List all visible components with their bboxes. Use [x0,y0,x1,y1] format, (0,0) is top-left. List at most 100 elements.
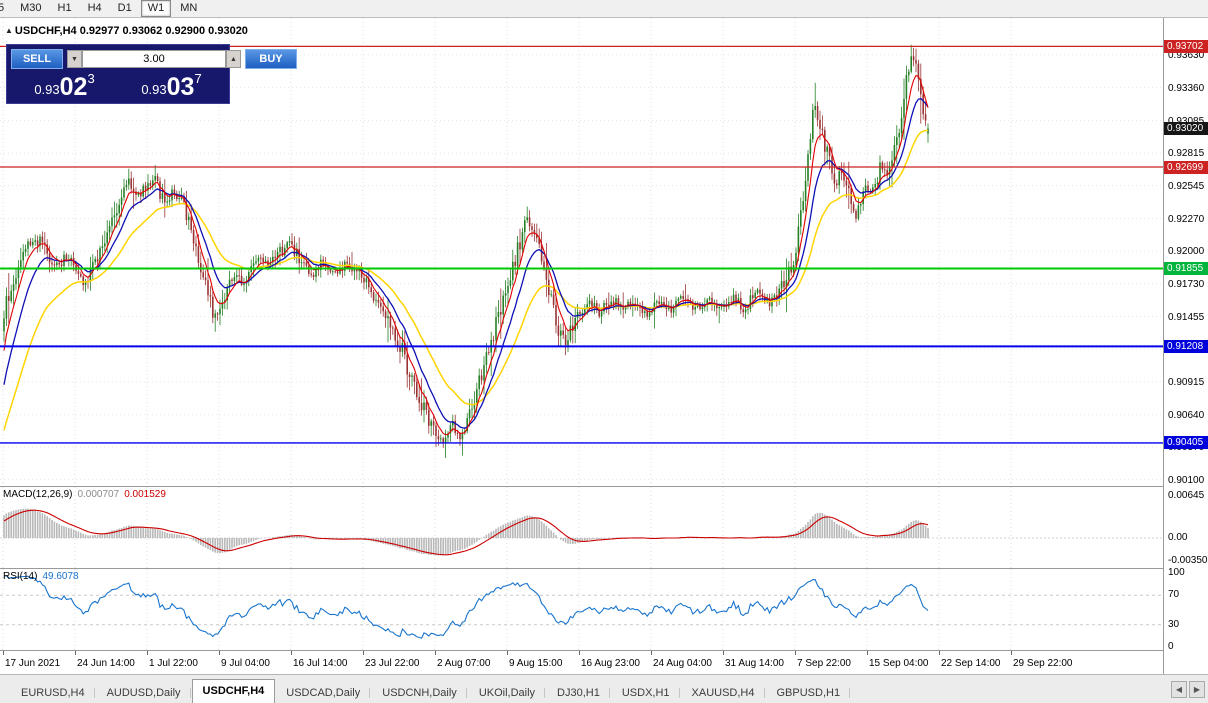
price-scale-label: 0.90640 [1168,409,1205,421]
rsi-scale-label: 70 [1168,589,1180,601]
macd-indicator-panel: MACD(12,26,9) 0.000707 0.001529 [0,486,1163,568]
time-axis-label: 1 Jul 22:00 [149,658,198,669]
time-axis-tick [507,651,508,655]
time-axis-label: 22 Sep 14:00 [941,658,1001,669]
macd-signal-line [3,509,929,556]
time-axis-tick [75,651,76,655]
price-scale-label: 0.91730 [1168,278,1205,290]
period-button-h4[interactable]: H4 [81,0,109,17]
time-axis-label: 2 Aug 07:00 [437,658,491,669]
chart-tab-usdcnh[interactable]: USDCNH,Daily [371,682,468,703]
time-axis-tick [363,651,364,655]
rsi-label: RSI(14) 49.6078 [3,571,79,582]
time-axis-label: 7 Sep 22:00 [797,658,851,669]
time-axis-label: 15 Sep 04:00 [869,658,929,669]
sell-button[interactable]: SELL [11,49,63,69]
macd-name: MACD(12,26,9) [3,489,73,500]
macd-main-value: 0.000707 [77,489,120,500]
buy-price-prefix: 0.93 [141,82,167,97]
hline-price-tag: 0.91208 [1164,339,1208,353]
chart-tab-audusd[interactable]: AUDUSD,Daily [96,682,192,703]
time-axis-tick [723,651,724,655]
price-scale[interactable]: 0.93630 0.93360 0.93085 0.92815 0.92545 0.922… [1163,18,1208,674]
rsi-levels [0,594,1163,626]
tab-scroll-left-button[interactable]: ◀ [1171,681,1187,698]
rsi-scale-label: 100 [1168,567,1185,578]
volume-down-button[interactable]: ▼ [67,50,82,68]
period-button-m30[interactable]: M30 [13,0,48,17]
time-axis-tick [219,651,220,655]
time-axis-label: 9 Jul 04:00 [221,658,270,669]
time-axis-label: 23 Jul 22:00 [365,658,420,669]
chart-tab-usdchf[interactable]: USDCHF,H4 [191,679,276,703]
timeframe-toolbar: 5M30H1H4D1W1MN [0,0,1208,18]
time-axis-label: 31 Aug 14:00 [725,658,784,669]
rsi-scale-label: 30 [1168,618,1180,630]
volume-up-button[interactable]: ▲ [226,50,241,68]
hline-price-tag: 0.91855 [1164,262,1208,276]
time-axis-label: 17 Jun 2021 [5,658,61,669]
candlestick-chart[interactable] [0,18,1163,486]
horizontal-lines-layer [0,45,1163,444]
chart-tab-eurusd[interactable]: EURUSD,H4 [10,682,96,703]
symbol-arrow-icon: ▲ [5,26,13,35]
period-button-h1[interactable]: H1 [51,0,79,17]
chart-tab-usdx[interactable]: USDX,H1 [611,682,681,703]
macd-scale-label: -0.00350 [1168,554,1208,566]
main-chart-panel: ▲ USDCHF,H4 0.92977 0.93062 0.92900 0.930… [0,18,1163,486]
chart-tab-gbpusd[interactable]: GBPUSD,H1 [766,682,852,703]
buy-price-big: 03 [166,73,195,101]
price-scale-label: 0.93085 [1168,116,1204,127]
rsi-scale-label: 0 [1168,641,1174,652]
time-axis-tick [291,651,292,655]
grid-layer [0,487,1163,568]
time-axis-tick [147,651,148,655]
candles-layer [3,44,929,458]
chart-tab-bar: EURUSD,H4 AUDUSD,Daily USDCHF,H4 USDCAD,Dai… [0,674,1208,703]
volume-stepper: ▼ ▲ [67,50,241,68]
chart-title-text: USDCHF,H4 0.92977 0.93062 0.92900 0.9302… [14,25,248,37]
period-button-w1[interactable]: W1 [140,0,172,17]
buy-button[interactable]: BUY [245,49,297,69]
chart-tab-usdcad[interactable]: USDCAD,Daily [275,682,371,703]
buy-price-pipette: 7 [194,71,202,86]
price-scale-label: 0.91455 [1168,311,1205,323]
period-button-mn[interactable]: MN [173,0,204,17]
time-axis-label: 24 Jun 14:00 [77,658,135,669]
time-axis-tick [651,651,652,655]
chart-tab-xauusd[interactable]: XAUUSD,H4 [681,682,766,703]
current-price-tag: 0.93020 [1164,121,1208,135]
price-scale-label: 0.92815 [1168,148,1205,160]
macd-histogram [3,508,929,556]
period-button-5[interactable]: 5 [0,0,11,17]
time-axis-label: 9 Aug 15:00 [509,658,563,669]
time-axis-tick [939,651,940,655]
price-scale-label: 0.93360 [1168,82,1205,94]
time-axis[interactable]: 17 Jun 2021 24 Jun 14:00 1 Jul 22:00 9 Jul … [0,650,1163,674]
rsi-indicator-panel: RSI(14) 49.6078 [0,568,1163,650]
rsi-value: 49.6078 [42,571,79,582]
macd-chart[interactable] [0,487,1163,568]
chart-tab-dj30[interactable]: DJ30,H1 [546,682,611,703]
price-scale-label: 0.90915 [1168,376,1205,388]
time-axis-label: 16 Jul 14:00 [293,658,348,669]
price-scale-label: 0.90100 [1168,474,1205,486]
chart-ohlc-title: ▲ USDCHF,H4 0.92977 0.93062 0.92900 0.930… [5,25,248,37]
chart-tab-ukoil[interactable]: UKOil,Daily [468,682,546,703]
volume-input[interactable] [82,50,226,68]
hline-price-tag: 0.92699 [1164,160,1208,174]
one-click-prices-row: 0.93 02 3 0.93 03 7 [11,70,225,101]
time-axis-tick [795,651,796,655]
sell-price: 0.93 02 3 [11,70,118,101]
buy-price: 0.93 03 7 [118,70,225,101]
macd-signal-value: 0.001529 [124,489,166,500]
tab-scroll-right-button[interactable]: ▶ [1189,681,1205,698]
macd-scale-label: 0.00 [1168,532,1188,543]
sell-price-prefix: 0.93 [34,82,60,97]
period-button-d1[interactable]: D1 [111,0,139,17]
price-scale-label: 0.92000 [1168,246,1205,258]
sell-price-big: 02 [59,73,88,101]
rsi-chart[interactable] [0,569,1163,650]
